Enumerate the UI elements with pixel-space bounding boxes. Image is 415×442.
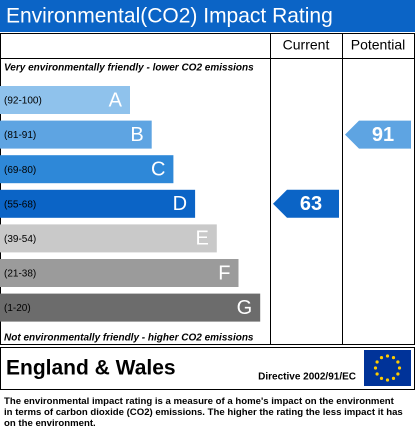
band-letter: A — [109, 89, 123, 111]
title-bar — [0, 0, 415, 32]
column-header: Potential — [351, 37, 405, 53]
bottom-note: Not environmentally friendly - higher CO… — [4, 333, 254, 344]
band-range: (92-100) — [4, 96, 42, 107]
column-header: Current — [283, 37, 330, 53]
band-bar — [0, 120, 152, 149]
band-range: (69-80) — [4, 165, 36, 176]
eu-star — [391, 376, 396, 380]
eu-star — [397, 366, 402, 370]
band-range: (81-91) — [4, 130, 36, 141]
band-bar — [0, 155, 174, 184]
band-bar — [0, 86, 130, 114]
band-letter: D — [173, 193, 187, 215]
eu-star — [385, 354, 390, 358]
eu-star — [385, 378, 390, 382]
band-range: (39-54) — [4, 234, 36, 245]
eu-star — [391, 356, 396, 360]
band-bar — [0, 293, 261, 322]
rating-arrow — [273, 189, 339, 218]
eu-star — [373, 366, 378, 370]
band-bar — [0, 224, 217, 253]
band-letter: G — [237, 297, 253, 319]
eu-star — [396, 360, 400, 364]
top-note: Very environmentally friendly - lower CO… — [4, 63, 254, 74]
eu-stars — [373, 354, 402, 382]
rating-arrow — [345, 120, 411, 149]
band-bar — [0, 259, 239, 287]
band-range: (1-20) — [4, 303, 31, 314]
region: England & Wales — [6, 357, 176, 380]
band-letter: B — [130, 124, 143, 146]
rating-value: 91 — [372, 124, 394, 146]
eu-star — [396, 372, 400, 376]
directive: Directive 2002/91/EC — [258, 372, 356, 383]
band-letter: E — [195, 228, 208, 250]
band-letter: F — [218, 262, 230, 284]
eu-star — [379, 356, 384, 360]
eu-star — [379, 376, 384, 380]
band-letter: C — [151, 158, 165, 180]
rating-value: 63 — [300, 193, 322, 215]
eu-star — [375, 360, 379, 364]
band-bar — [0, 189, 196, 218]
title: Environmental(CO2) Impact Rating — [6, 5, 333, 28]
description: The environmental impact rating is a mea… — [4, 396, 403, 429]
eu-star — [375, 372, 379, 376]
band-range: (55-68) — [4, 199, 36, 210]
band-range: (21-38) — [4, 269, 36, 280]
